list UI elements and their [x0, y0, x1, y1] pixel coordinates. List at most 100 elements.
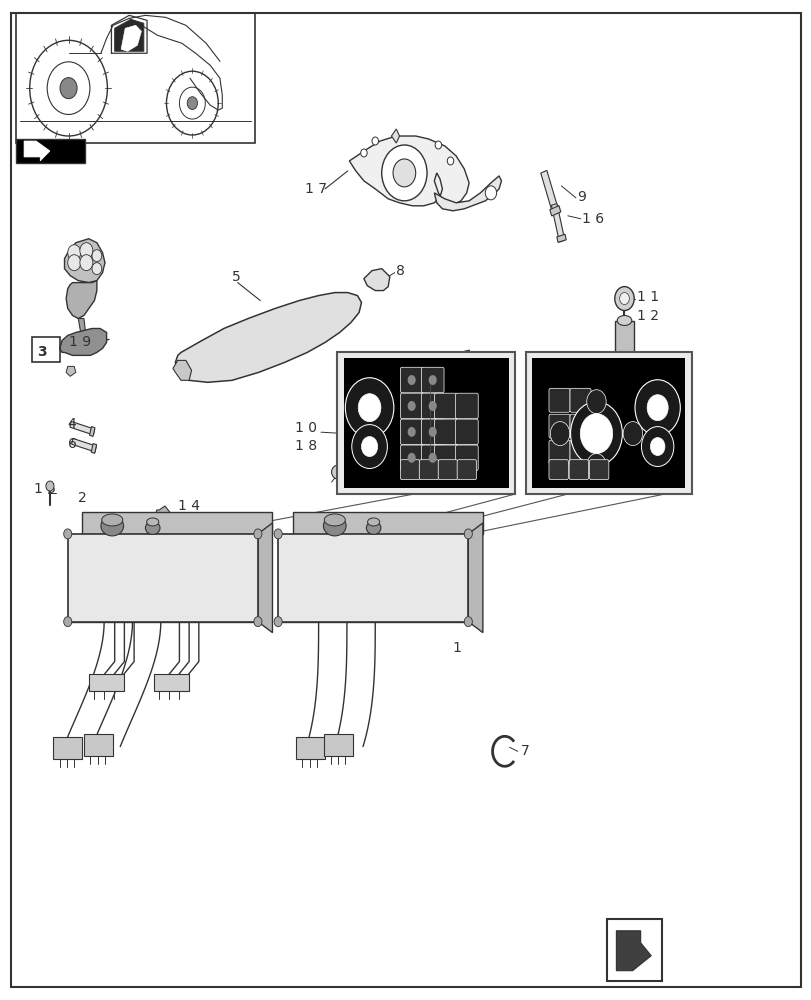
Circle shape: [274, 617, 282, 627]
Circle shape: [435, 141, 441, 149]
Circle shape: [619, 293, 629, 305]
Circle shape: [634, 380, 680, 436]
Polygon shape: [540, 170, 559, 215]
Circle shape: [586, 390, 606, 414]
FancyBboxPatch shape: [548, 388, 569, 412]
Bar: [295, 737, 324, 759]
Circle shape: [254, 529, 262, 539]
Polygon shape: [67, 534, 258, 622]
Text: 1 9: 1 9: [68, 335, 91, 349]
Polygon shape: [616, 931, 650, 971]
Bar: [84, 734, 113, 756]
Circle shape: [407, 401, 415, 411]
Circle shape: [570, 402, 621, 465]
Circle shape: [431, 428, 442, 442]
Polygon shape: [173, 360, 191, 380]
Polygon shape: [78, 319, 85, 332]
Circle shape: [92, 250, 101, 262]
Text: 1 0: 1 0: [294, 421, 317, 435]
Polygon shape: [556, 234, 565, 242]
FancyBboxPatch shape: [400, 367, 423, 393]
Polygon shape: [391, 129, 399, 143]
Polygon shape: [175, 293, 361, 382]
Circle shape: [407, 453, 415, 463]
Polygon shape: [70, 421, 95, 435]
Ellipse shape: [101, 516, 123, 536]
Circle shape: [622, 422, 642, 446]
Circle shape: [381, 145, 427, 201]
Polygon shape: [114, 19, 144, 51]
Text: 5: 5: [232, 270, 241, 284]
Polygon shape: [466, 375, 474, 381]
Circle shape: [187, 97, 197, 109]
FancyBboxPatch shape: [548, 440, 569, 464]
Polygon shape: [371, 378, 515, 468]
Circle shape: [448, 435, 460, 449]
Circle shape: [63, 617, 71, 627]
Circle shape: [67, 255, 80, 271]
Bar: [16, 139, 84, 163]
Text: 8: 8: [396, 264, 405, 278]
FancyBboxPatch shape: [455, 419, 478, 445]
Circle shape: [412, 418, 423, 432]
Text: 1 8: 1 8: [294, 439, 317, 453]
FancyBboxPatch shape: [434, 445, 457, 471]
FancyBboxPatch shape: [400, 445, 423, 471]
Polygon shape: [363, 269, 389, 291]
Bar: [337, 352, 515, 494]
FancyBboxPatch shape: [455, 445, 478, 471]
Circle shape: [646, 395, 667, 421]
Polygon shape: [24, 141, 50, 161]
Circle shape: [428, 427, 436, 437]
Polygon shape: [121, 25, 141, 51]
Circle shape: [586, 454, 606, 477]
Text: 4: 4: [67, 417, 76, 431]
Circle shape: [447, 157, 453, 165]
Polygon shape: [349, 136, 469, 206]
Bar: [153, 674, 189, 691]
Circle shape: [641, 427, 673, 466]
Ellipse shape: [366, 521, 380, 534]
Bar: [53, 737, 82, 759]
Circle shape: [351, 425, 387, 468]
FancyBboxPatch shape: [434, 419, 457, 445]
Text: 1: 1: [453, 641, 461, 655]
FancyBboxPatch shape: [569, 414, 590, 438]
FancyBboxPatch shape: [569, 388, 590, 412]
Text: 1 6: 1 6: [581, 212, 604, 226]
FancyBboxPatch shape: [589, 460, 608, 480]
Polygon shape: [434, 176, 501, 211]
Bar: [16, 13, 255, 143]
Circle shape: [464, 617, 472, 627]
Circle shape: [46, 481, 54, 491]
Ellipse shape: [616, 316, 631, 325]
Polygon shape: [59, 328, 106, 355]
Ellipse shape: [101, 514, 122, 526]
Bar: [324, 734, 353, 756]
FancyBboxPatch shape: [569, 460, 588, 480]
Circle shape: [428, 453, 436, 463]
Bar: [343, 358, 508, 488]
FancyBboxPatch shape: [400, 393, 423, 419]
FancyBboxPatch shape: [569, 440, 590, 464]
Polygon shape: [64, 239, 105, 283]
Circle shape: [407, 375, 415, 385]
FancyBboxPatch shape: [400, 419, 423, 445]
Circle shape: [580, 414, 612, 454]
FancyBboxPatch shape: [438, 460, 457, 480]
Polygon shape: [551, 204, 564, 242]
Text: 7: 7: [521, 744, 529, 758]
Circle shape: [393, 159, 415, 187]
Polygon shape: [278, 534, 468, 622]
Polygon shape: [549, 206, 560, 216]
Polygon shape: [258, 523, 272, 633]
Circle shape: [79, 255, 92, 271]
Text: 1 1: 1 1: [636, 290, 658, 304]
Ellipse shape: [324, 514, 345, 526]
Circle shape: [428, 375, 436, 385]
FancyBboxPatch shape: [434, 393, 457, 419]
Bar: [606, 919, 661, 981]
FancyBboxPatch shape: [421, 419, 444, 445]
Bar: [525, 352, 691, 494]
FancyBboxPatch shape: [421, 367, 444, 393]
